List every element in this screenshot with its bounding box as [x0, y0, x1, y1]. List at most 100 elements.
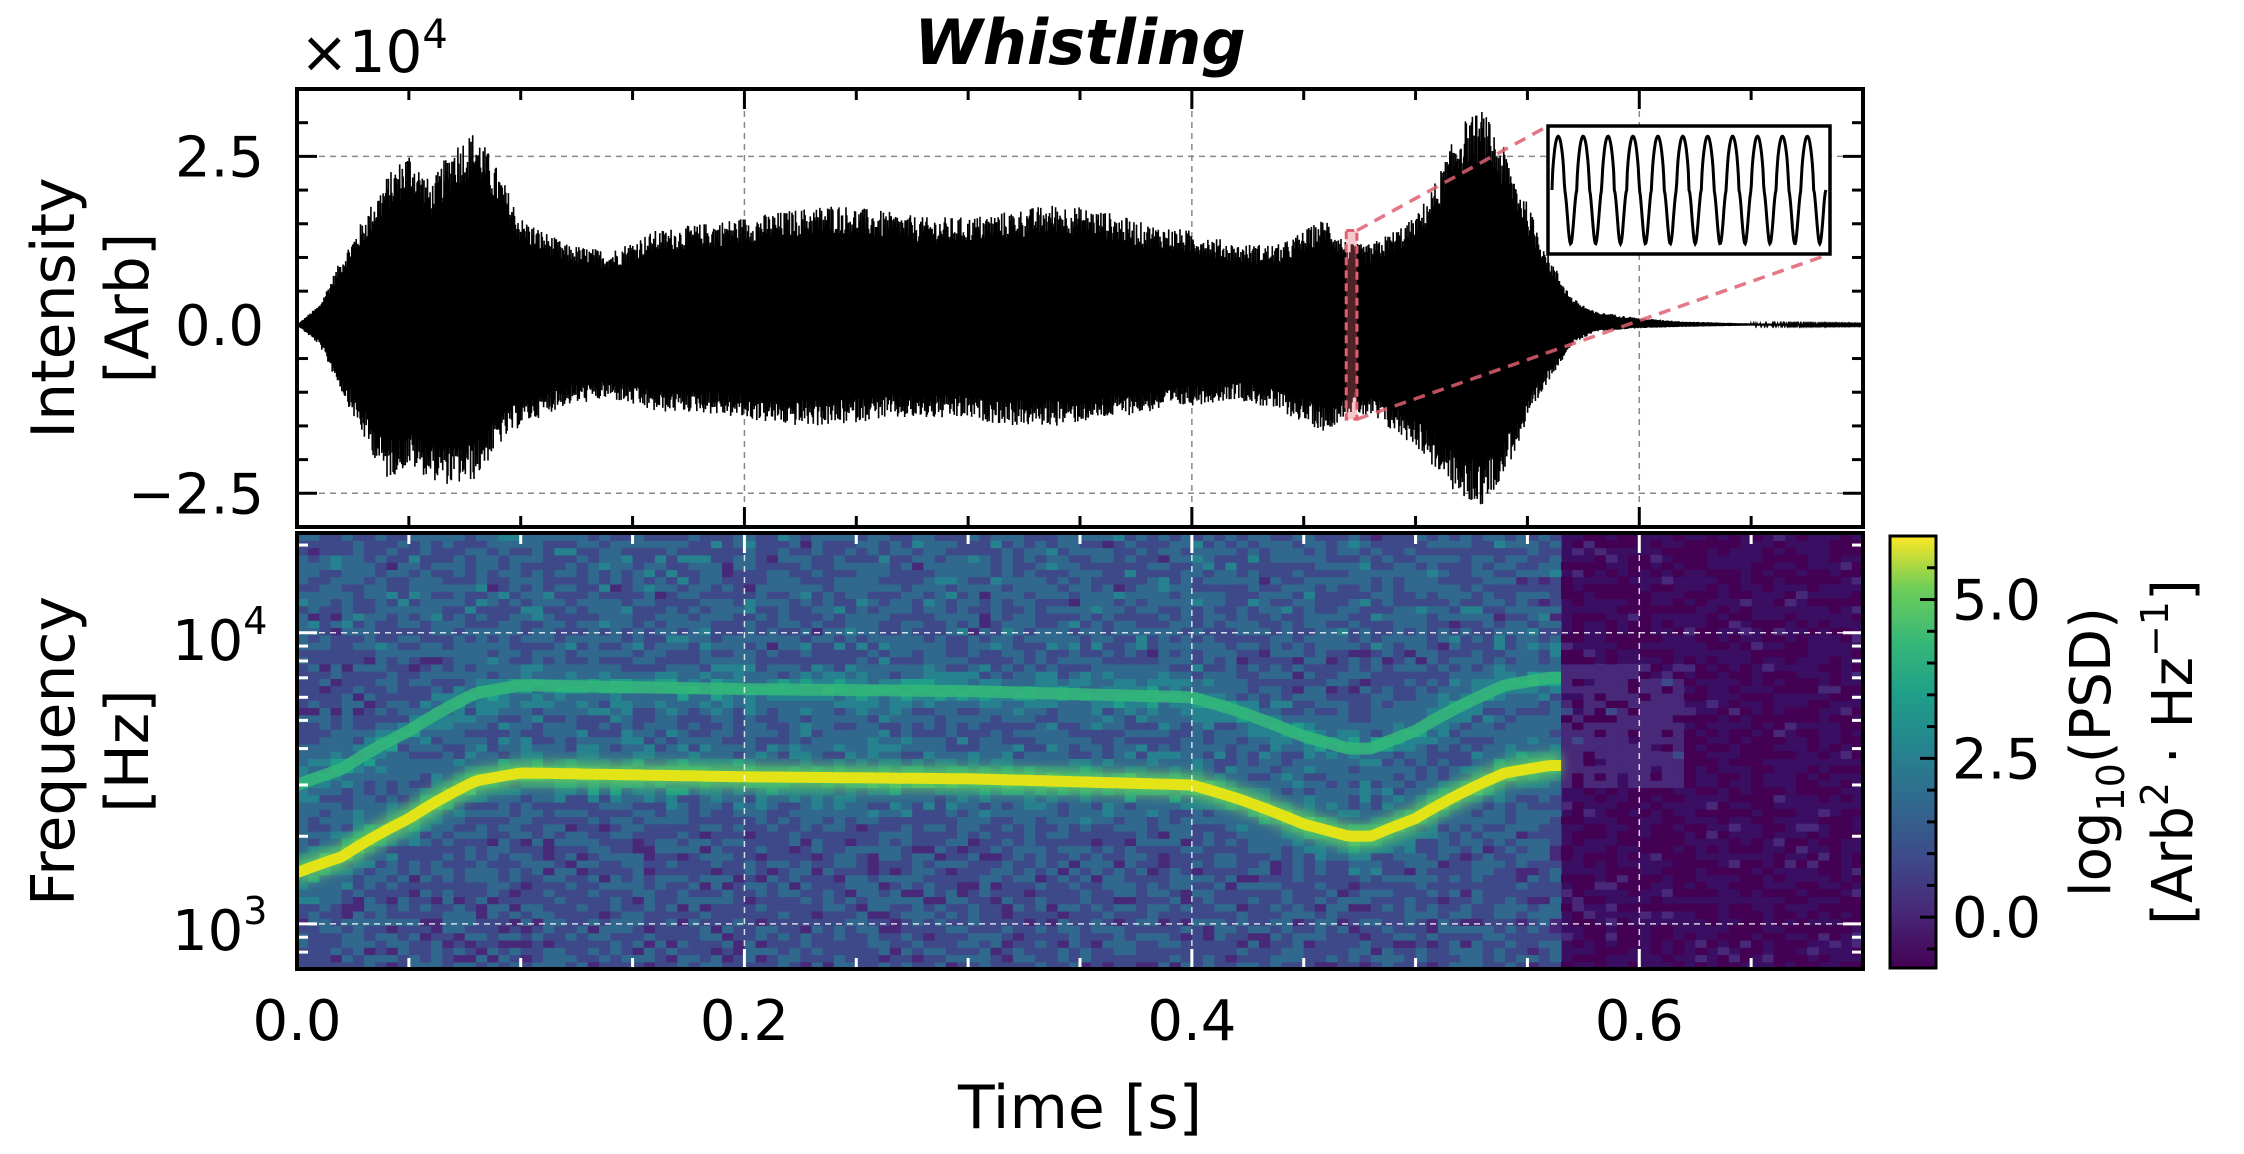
spectrogram-cell	[1024, 925, 1036, 933]
spectrogram-cell	[532, 737, 544, 745]
spectrogram-cell	[767, 635, 779, 643]
spectrogram-cell	[610, 700, 622, 708]
spectrogram-cell	[722, 809, 734, 817]
spectrogram-cell	[521, 751, 533, 759]
spectrogram-cell	[722, 933, 734, 941]
spectrogram-cell	[666, 657, 678, 665]
spectrogram-cell	[420, 853, 432, 861]
spectrogram-cell	[1102, 867, 1114, 875]
spectrogram-cell	[1058, 722, 1070, 730]
spectrogram-cell	[1013, 606, 1025, 614]
spectrogram-cell	[856, 744, 868, 752]
spectrogram-cell	[1192, 744, 1204, 752]
spectrogram-cell	[968, 751, 980, 759]
spectrogram-cell	[1158, 889, 1170, 897]
spectrogram-cell	[711, 918, 723, 926]
spectrogram-cell	[845, 751, 857, 759]
spectrogram-cell	[331, 904, 343, 912]
spectrogram-cell	[387, 591, 399, 599]
spectrogram-cell	[778, 657, 790, 665]
spectrogram-cell	[991, 875, 1003, 883]
spectrogram-cell	[1136, 737, 1148, 745]
spectrogram-cell	[1192, 940, 1204, 948]
spectrogram-cell	[879, 795, 891, 803]
spectrogram-cell	[666, 846, 678, 854]
spectrogram-cell	[610, 795, 622, 803]
spectrogram-cell	[566, 737, 578, 745]
spectrogram-cell	[1125, 577, 1137, 585]
spectrogram-cell	[666, 693, 678, 701]
spectrogram-cell	[923, 722, 935, 730]
spectrogram-cell	[644, 896, 656, 904]
spectrogram-cell	[789, 758, 801, 766]
spectrogram-cell	[319, 824, 331, 832]
spectrogram-cell	[543, 831, 555, 839]
spectrogram-cell	[342, 555, 354, 563]
spectrogram-cell	[722, 591, 734, 599]
spectrogram-cell	[364, 947, 376, 955]
spectrogram-cell	[1002, 758, 1014, 766]
spectrogram-cell	[1035, 911, 1047, 919]
spectrogram-cell	[655, 598, 667, 606]
spectrogram-cell	[566, 846, 578, 854]
spectrogram-cell	[1058, 569, 1070, 577]
spectrogram-cell	[610, 925, 622, 933]
spectrogram-cell	[442, 751, 454, 759]
spectrogram-cell	[800, 925, 812, 933]
spectrogram-cell	[543, 838, 555, 846]
spectrogram-cell	[454, 947, 466, 955]
spectrogram-cell	[633, 896, 645, 904]
spectrogram-cell	[521, 860, 533, 868]
spectrogram-cell	[633, 722, 645, 730]
spectrogram-cell	[353, 889, 365, 897]
spectrogram-cell	[308, 671, 320, 679]
spectrogram-cell	[1080, 715, 1092, 723]
spectrogram-cell	[476, 875, 488, 883]
spectrogram-cell	[733, 613, 745, 621]
spectrogram-cell	[498, 853, 510, 861]
spectrogram-cell	[1069, 737, 1081, 745]
spectrogram-cell	[353, 678, 365, 686]
spectrogram-cell	[543, 853, 555, 861]
spectrogram-cell	[1035, 809, 1047, 817]
spectrogram-cell	[722, 548, 734, 556]
spectrogram-cell	[610, 555, 622, 563]
spectrogram-cell	[1114, 809, 1126, 817]
spectrogram-cell	[1114, 802, 1126, 810]
spectrogram-cell	[431, 591, 443, 599]
spectrogram-cell	[979, 613, 991, 621]
spectrogram-cell	[957, 795, 969, 803]
spectrogram-cell	[554, 831, 566, 839]
spectrogram-cell	[1125, 642, 1137, 650]
spectrogram-cell	[789, 642, 801, 650]
spectrogram-cell	[700, 562, 712, 570]
spectrogram-cell	[532, 889, 544, 897]
spectrogram-cell	[487, 613, 499, 621]
spectrogram-cell	[1035, 860, 1047, 868]
spectrogram-cell	[1114, 722, 1126, 730]
spectrogram-cell	[521, 598, 533, 606]
spectrogram-cell	[610, 882, 622, 890]
spectrogram-cell	[1181, 591, 1193, 599]
spectrogram-cell	[655, 955, 667, 963]
spectrogram-cell	[700, 846, 712, 854]
spectrogram-cell	[543, 606, 555, 614]
spectrogram-cell	[655, 555, 667, 563]
spectrogram-cell	[700, 729, 712, 737]
spectrogram-cell	[1170, 867, 1182, 875]
spectrogram-cell	[868, 875, 880, 883]
spectrogram-cell	[845, 715, 857, 723]
spectrogram-cell	[319, 838, 331, 846]
spectrogram-cell	[588, 729, 600, 737]
spectrogram-cell	[364, 635, 376, 643]
spectrogram-cell	[823, 606, 835, 614]
spectrogram-cell	[1181, 918, 1193, 926]
spectrogram-cell	[1147, 577, 1159, 585]
spectrogram-cell	[789, 875, 801, 883]
spectrogram-cell	[1203, 955, 1215, 963]
spectrogram-cell	[521, 569, 533, 577]
spectrogram-cell	[487, 671, 499, 679]
spectrogram-cell	[420, 889, 432, 897]
spectrogram-cell	[879, 584, 891, 592]
spectrogram-cell	[1114, 562, 1126, 570]
